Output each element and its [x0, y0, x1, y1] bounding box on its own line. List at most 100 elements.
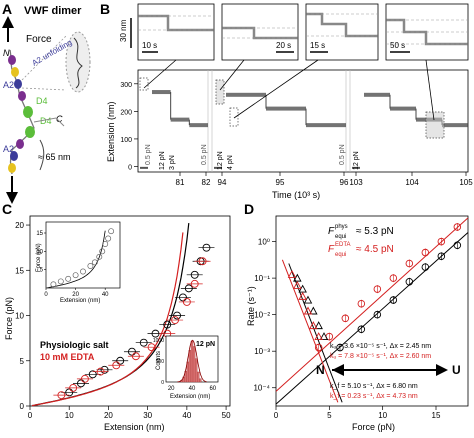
c-data-point [184, 284, 193, 293]
c-data-point [202, 243, 211, 252]
scalebar-y-label: 30 nm [119, 19, 128, 42]
inset-data-point [91, 259, 98, 266]
svg-text:phys: phys [335, 224, 348, 230]
histogram-bar [188, 350, 192, 383]
trace-level [189, 123, 208, 128]
trace-xtick-label: 94 [218, 178, 227, 187]
hist-xtick-label: 20 [168, 386, 175, 392]
zoom-inset-2: 20 s [221, 3, 299, 61]
panel-a: A VWF dimer Force N A2 D4 D4 C A2 ≈ 65 n… [1, 1, 91, 204]
d-unfold-point [389, 296, 398, 304]
d-xtick-label: 15 [432, 411, 441, 420]
inset-xtick-label: 20 [72, 292, 79, 298]
domain-1 [8, 55, 16, 65]
c-data-point [131, 352, 140, 361]
c-xlabel: Extension (nm) [104, 422, 165, 432]
svg-text:≈ 4.5 pN: ≈ 4.5 pN [356, 244, 394, 255]
inset-xtick-label: 0 [44, 292, 48, 298]
inset-data-point [72, 272, 79, 279]
panel-d: D 0 5 10 15 10⁻⁴ 10⁻³ 10⁻² 10⁻¹ 10⁰ Rate (s⁻¹) F… [244, 201, 469, 432]
inset-data-point [87, 263, 94, 269]
d-refold-point [309, 321, 318, 330]
c-data-point [128, 347, 136, 356]
n-terminal-label: N [3, 48, 10, 58]
trace-xtick-label: 104 [405, 178, 419, 187]
hist-force-label: 12 pN [196, 341, 215, 348]
panel-d-label: D [244, 201, 254, 217]
force-label-b-1: 0.5 pN [145, 144, 152, 165]
force-label-b-7: 0.5 pN [339, 144, 346, 165]
c-ylabel: Force (pN) [4, 297, 14, 340]
c-data-point [163, 320, 172, 329]
trace-lines [140, 90, 468, 169]
d-unfold-point [405, 259, 414, 268]
histogram-bar [192, 346, 196, 383]
d-fit-refold-physio [288, 263, 343, 403]
hist-ytick-label: 500 [156, 359, 165, 365]
trace-ytick-label: 100 [120, 137, 132, 144]
trace-axes [137, 69, 469, 173]
kf-red: k_f = 0.23 s⁻¹, Δx = 4.73 nm [330, 393, 418, 400]
c-ytick-label: 0 [20, 402, 25, 411]
inset-data-point [105, 235, 112, 242]
d-unfold-point [405, 278, 414, 286]
histogram-bar [199, 378, 202, 383]
d-refold-point [287, 270, 297, 278]
domain-4 [16, 139, 24, 149]
panel-a-label: A [2, 1, 12, 17]
trace-level [266, 106, 306, 111]
trace-level [170, 117, 190, 122]
trace-xtick-label: 82 [202, 178, 211, 187]
hist-ytick-label: 1000 [153, 338, 164, 344]
d-refold-point [309, 306, 318, 315]
c-xtick-label: 40 [182, 411, 191, 420]
d-refold-point [314, 321, 323, 330]
c-data-point [147, 343, 156, 352]
panel-c-inset-points [50, 228, 115, 288]
trace-level [306, 123, 346, 128]
d-fit-unfold-physio [275, 232, 469, 405]
d-unfold-point [357, 325, 366, 334]
d4-label-top: D4 [36, 96, 48, 106]
inset-data-point [65, 275, 72, 282]
ku-black: kᵤ = 3.6 ×10⁻⁵ s⁻¹, Δx = 2.45 nm [330, 343, 431, 350]
d-unfold-point [453, 241, 462, 249]
ku-red: kᵤ = 7.8 ×10⁻⁵ s⁻¹, Δx = 2.60 nm [330, 353, 431, 360]
scalebar-time-1: 10 s [142, 41, 157, 50]
f-equi-edta: F EDTA equi ≈ 4.5 pN [328, 242, 394, 258]
panel-d-fits [275, 217, 469, 405]
trace-level [390, 106, 416, 111]
d-unfold-point [357, 299, 366, 308]
callout-3 [233, 59, 319, 119]
d-unfold-point [341, 314, 350, 323]
scalebar-time-3: 15 s [310, 41, 325, 50]
d-unfold-point [314, 343, 323, 352]
svg-text:equi: equi [335, 234, 346, 240]
panel-c-inset-frame [45, 221, 121, 289]
u-state-label: U [452, 363, 461, 377]
trace-xtick-label: 96 [340, 178, 349, 187]
inset-ytick-label: 10 [36, 249, 43, 255]
domain-3 [18, 91, 26, 101]
panel-a-title: VWF dimer [24, 5, 82, 17]
trace-level [364, 92, 390, 97]
d-ylabel: Rate (s⁻¹) [246, 286, 256, 326]
d-refold-point [314, 332, 323, 341]
c-data-point [65, 388, 74, 397]
hist-xtick-label: 60 [209, 386, 216, 392]
svg-text:EDTA: EDTA [335, 242, 351, 248]
panel-c-points [53, 243, 215, 400]
length-brace [39, 139, 45, 171]
trace-xtick-label: 81 [176, 178, 185, 187]
d-unfold-point [421, 248, 430, 257]
force-label-b-8: 12 pN [353, 151, 360, 170]
d-fit-refold-edta [281, 259, 339, 403]
histogram-gaussian-fit [177, 339, 207, 383]
c-ytick-label: 10 [15, 312, 24, 321]
trace-ylabel: Extension (nm) [106, 101, 116, 162]
c-data-point [116, 356, 125, 365]
trace-level [226, 92, 266, 97]
d-refold-point [293, 280, 302, 289]
c-data-point [77, 379, 85, 388]
